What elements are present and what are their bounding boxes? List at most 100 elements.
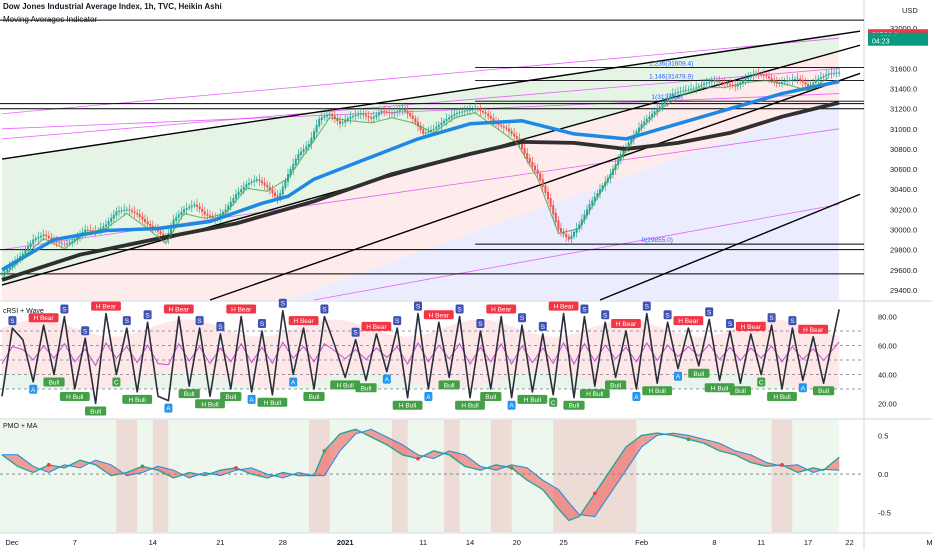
candle-body — [292, 164, 295, 171]
signal-badge — [8, 316, 17, 326]
pmo-tick-label: -0.5 — [878, 509, 891, 518]
time-tick-label: 14 — [149, 538, 157, 547]
candle-body — [695, 87, 698, 89]
candle-body — [479, 109, 482, 112]
candle-body — [339, 120, 341, 124]
rsi-pane-title: cRSI + Wave — [3, 308, 44, 315]
candle-body — [643, 121, 646, 125]
pmo-line — [1, 428, 840, 522]
signal-badge-label: S — [281, 301, 286, 308]
pmo-cross-dot — [322, 449, 327, 453]
candle-body — [419, 125, 422, 131]
candle-body — [279, 193, 282, 199]
candle-body — [760, 74, 763, 76]
candle-body — [66, 243, 68, 245]
rsi-tick-label: 40.00 — [878, 371, 897, 380]
candle-body — [544, 185, 547, 194]
candle-body — [427, 131, 430, 133]
candle-body — [515, 135, 518, 139]
rsi-tick-label: 60.00 — [878, 342, 897, 351]
candle-body — [406, 110, 409, 114]
candle-body — [562, 231, 565, 235]
candle-body — [755, 73, 757, 75]
candle-body — [718, 81, 721, 83]
candle-body — [552, 205, 555, 215]
candle-body — [539, 173, 542, 181]
candle-body — [424, 132, 427, 134]
candle-body — [710, 81, 713, 83]
candle-body — [466, 110, 469, 112]
time-tick-label: 7 — [73, 538, 77, 547]
candle-body — [422, 129, 425, 134]
time-tick-label: 14 — [466, 538, 474, 547]
time-tick-label: 11 — [757, 538, 765, 547]
candle-body — [359, 113, 362, 115]
candle-body — [450, 115, 453, 118]
candle-body — [393, 112, 396, 114]
candle-body — [469, 109, 471, 111]
candle-body — [294, 159, 297, 166]
candle-body — [437, 124, 440, 128]
pmo-cross-dot — [780, 463, 784, 467]
signal-badge — [257, 397, 288, 407]
signal-badge — [355, 383, 377, 393]
candle-body — [736, 84, 739, 87]
signal-badge-label: H Bear — [293, 318, 314, 325]
candle-body — [456, 112, 458, 115]
ribbon-line — [1, 76, 830, 279]
candle-body — [227, 205, 230, 210]
signal-badge-label: S — [145, 312, 150, 319]
signal-badge — [414, 301, 422, 311]
candle-body — [547, 191, 549, 200]
candle-body — [242, 186, 245, 190]
price-tick-label: 30400.0 — [890, 185, 917, 194]
candle-body — [502, 126, 505, 128]
candle-body — [791, 79, 794, 81]
signal-badge — [59, 392, 90, 401]
candle-body — [591, 200, 594, 206]
time-tick-label: 21 — [216, 538, 224, 547]
time-tick-label: 17 — [804, 538, 812, 547]
candle-body — [258, 179, 261, 182]
channel-fill-middle — [2, 50, 840, 300]
candle-body — [827, 73, 830, 75]
candle-body — [24, 250, 27, 255]
candle-body — [133, 211, 136, 214]
candle-body — [578, 224, 581, 230]
candle-body — [430, 130, 432, 132]
signal-badge-label: Bull — [610, 382, 621, 389]
candle-body — [232, 198, 235, 203]
candle-body — [125, 209, 128, 211]
rsi-band-fill — [2, 319, 840, 389]
time-tick-label: 11 — [419, 538, 427, 547]
candle-body — [830, 73, 833, 75]
signal-badge — [143, 310, 152, 320]
candle-body — [788, 79, 791, 81]
candle-body — [476, 108, 479, 110]
candle-body — [326, 114, 328, 117]
candle-body — [328, 113, 331, 116]
candle-body — [55, 241, 58, 243]
price-tick-label: 29800.0 — [890, 246, 917, 255]
candle-body — [102, 226, 105, 229]
candle-body — [175, 216, 178, 221]
candle-body — [687, 89, 690, 91]
signal-badge-label: S — [197, 318, 202, 325]
candle-body — [684, 90, 687, 92]
candle-body — [489, 115, 492, 119]
candle-body — [411, 115, 414, 119]
signal-badge — [392, 400, 423, 410]
signal-badge-label: S — [478, 321, 483, 328]
signal-badge-label: H Bull — [461, 403, 479, 410]
candle-body — [149, 223, 152, 227]
signal-badge — [278, 298, 287, 308]
candle-body — [300, 151, 302, 156]
candle-body — [362, 113, 365, 115]
candle-body — [726, 83, 729, 85]
signal-badge-label: H Bear — [231, 307, 252, 314]
signal-badge — [438, 380, 460, 390]
signal-badge-label: H Bear — [96, 304, 117, 311]
candle-body — [557, 220, 560, 230]
